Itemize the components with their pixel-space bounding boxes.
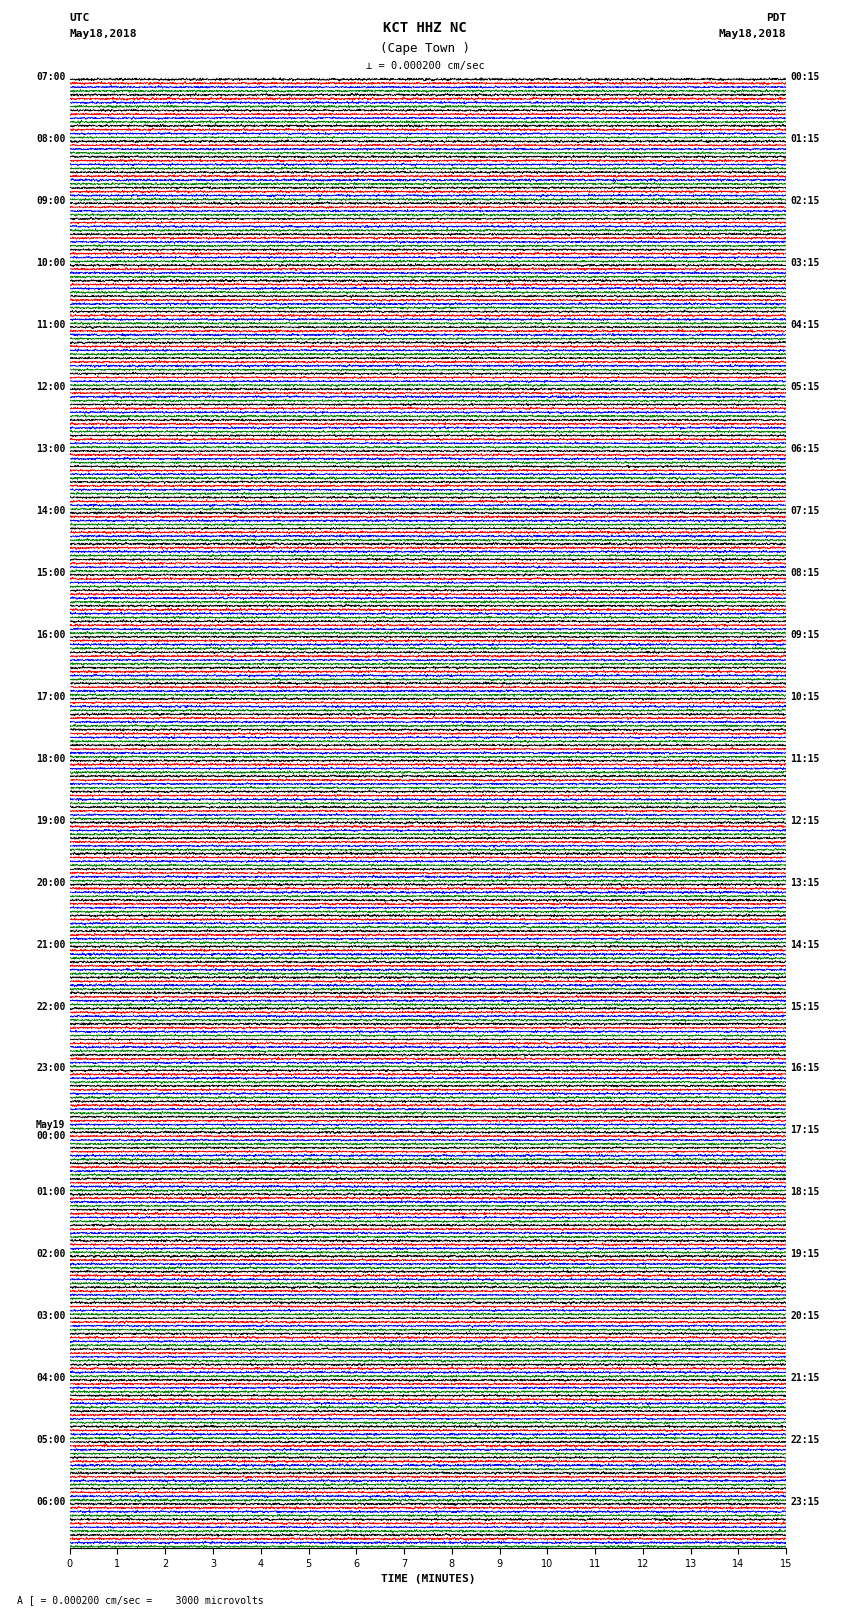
Text: 16:15: 16:15 bbox=[790, 1063, 820, 1073]
Text: 20:15: 20:15 bbox=[790, 1311, 820, 1321]
Text: A [ = 0.000200 cm/sec =    3000 microvolts: A [ = 0.000200 cm/sec = 3000 microvolts bbox=[17, 1595, 264, 1605]
Text: 09:15: 09:15 bbox=[790, 631, 820, 640]
Text: 01:15: 01:15 bbox=[790, 134, 820, 144]
Text: 02:15: 02:15 bbox=[790, 197, 820, 206]
Text: May18,2018: May18,2018 bbox=[70, 29, 137, 39]
Text: 05:00: 05:00 bbox=[36, 1436, 65, 1445]
Text: 04:00: 04:00 bbox=[36, 1373, 65, 1382]
Text: 19:15: 19:15 bbox=[790, 1250, 820, 1260]
Text: 08:15: 08:15 bbox=[790, 568, 820, 577]
Text: PDT: PDT bbox=[766, 13, 786, 23]
Text: May19
00:00: May19 00:00 bbox=[36, 1119, 65, 1140]
Text: 07:00: 07:00 bbox=[36, 73, 65, 82]
Text: 11:00: 11:00 bbox=[36, 321, 65, 331]
Text: 19:00: 19:00 bbox=[36, 816, 65, 826]
Text: 21:00: 21:00 bbox=[36, 940, 65, 950]
Text: 10:15: 10:15 bbox=[790, 692, 820, 702]
Text: 09:00: 09:00 bbox=[36, 197, 65, 206]
Text: 13:00: 13:00 bbox=[36, 444, 65, 453]
Text: 21:15: 21:15 bbox=[790, 1373, 820, 1382]
Text: (Cape Town ): (Cape Town ) bbox=[380, 42, 470, 55]
Text: ⊥ = 0.000200 cm/sec: ⊥ = 0.000200 cm/sec bbox=[366, 61, 484, 71]
Text: 22:00: 22:00 bbox=[36, 1002, 65, 1011]
Text: 06:00: 06:00 bbox=[36, 1497, 65, 1507]
Text: 14:00: 14:00 bbox=[36, 506, 65, 516]
Text: 12:00: 12:00 bbox=[36, 382, 65, 392]
Text: 07:15: 07:15 bbox=[790, 506, 820, 516]
Text: 15:00: 15:00 bbox=[36, 568, 65, 577]
Text: 18:15: 18:15 bbox=[790, 1187, 820, 1197]
Text: 10:00: 10:00 bbox=[36, 258, 65, 268]
Text: May18,2018: May18,2018 bbox=[719, 29, 786, 39]
Text: 08:00: 08:00 bbox=[36, 134, 65, 144]
Text: 20:00: 20:00 bbox=[36, 877, 65, 887]
Text: 23:15: 23:15 bbox=[790, 1497, 820, 1507]
Text: 16:00: 16:00 bbox=[36, 631, 65, 640]
Text: 17:00: 17:00 bbox=[36, 692, 65, 702]
Text: 11:15: 11:15 bbox=[790, 753, 820, 763]
Text: KCT HHZ NC: KCT HHZ NC bbox=[383, 21, 467, 35]
Text: 13:15: 13:15 bbox=[790, 877, 820, 887]
Text: 12:15: 12:15 bbox=[790, 816, 820, 826]
Text: 04:15: 04:15 bbox=[790, 321, 820, 331]
Text: 05:15: 05:15 bbox=[790, 382, 820, 392]
Text: 23:00: 23:00 bbox=[36, 1063, 65, 1073]
Text: 18:00: 18:00 bbox=[36, 753, 65, 763]
Text: 15:15: 15:15 bbox=[790, 1002, 820, 1011]
Text: 06:15: 06:15 bbox=[790, 444, 820, 453]
Text: 17:15: 17:15 bbox=[790, 1126, 820, 1136]
Text: 22:15: 22:15 bbox=[790, 1436, 820, 1445]
Text: 02:00: 02:00 bbox=[36, 1250, 65, 1260]
Text: 03:15: 03:15 bbox=[790, 258, 820, 268]
Text: 03:00: 03:00 bbox=[36, 1311, 65, 1321]
Text: UTC: UTC bbox=[70, 13, 90, 23]
Text: 14:15: 14:15 bbox=[790, 940, 820, 950]
Text: 01:00: 01:00 bbox=[36, 1187, 65, 1197]
X-axis label: TIME (MINUTES): TIME (MINUTES) bbox=[381, 1574, 475, 1584]
Text: 00:15: 00:15 bbox=[790, 73, 820, 82]
